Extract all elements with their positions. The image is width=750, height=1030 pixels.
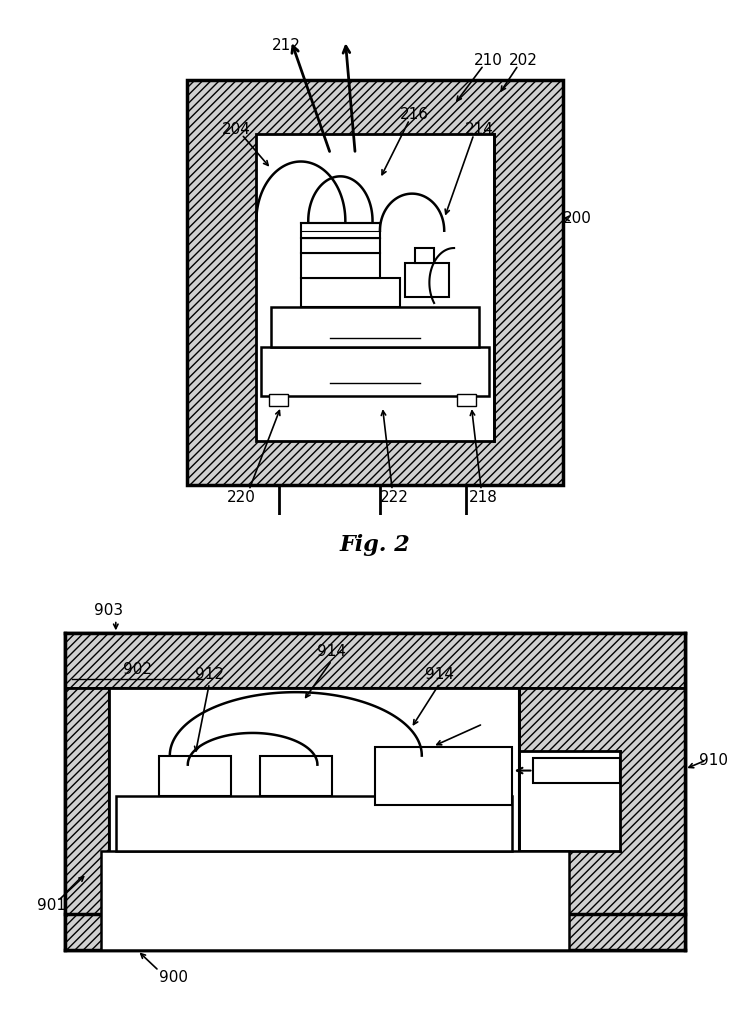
- Bar: [457, 393, 476, 406]
- Text: 204: 204: [222, 122, 251, 137]
- Text: 208: 208: [361, 365, 389, 379]
- Bar: [65, 633, 685, 951]
- Bar: [519, 751, 620, 851]
- Bar: [405, 263, 449, 298]
- Bar: [116, 796, 512, 851]
- Text: 218: 218: [470, 490, 498, 505]
- Bar: [188, 80, 562, 485]
- Text: 206: 206: [361, 319, 389, 335]
- Bar: [261, 347, 489, 397]
- Text: Fig. 2: Fig. 2: [340, 534, 410, 555]
- Text: 202: 202: [509, 53, 538, 68]
- Bar: [256, 134, 494, 441]
- Text: 914: 914: [425, 666, 454, 682]
- Bar: [272, 307, 478, 347]
- Bar: [533, 758, 620, 783]
- Bar: [375, 747, 512, 805]
- Text: 904: 904: [476, 708, 505, 722]
- Text: 214: 214: [464, 122, 494, 137]
- Bar: [519, 688, 685, 915]
- Text: 914: 914: [317, 644, 346, 659]
- Text: 900: 900: [159, 970, 188, 985]
- Bar: [65, 915, 685, 951]
- Bar: [301, 238, 380, 253]
- Text: 220: 220: [227, 490, 256, 505]
- Text: 910: 910: [699, 753, 728, 767]
- Text: 901: 901: [37, 898, 65, 913]
- Bar: [159, 756, 231, 796]
- Text: 212: 212: [272, 38, 301, 53]
- Text: 216: 216: [400, 107, 429, 122]
- Text: 903: 903: [94, 604, 123, 618]
- Bar: [109, 688, 519, 915]
- Bar: [301, 278, 400, 307]
- Bar: [301, 224, 380, 238]
- Bar: [415, 248, 434, 263]
- Bar: [268, 393, 289, 406]
- Text: 912: 912: [195, 666, 224, 682]
- Text: 902: 902: [123, 662, 152, 677]
- Text: 906: 906: [123, 717, 152, 731]
- Text: 210: 210: [474, 53, 503, 68]
- Bar: [101, 851, 569, 951]
- Text: 200: 200: [563, 211, 592, 226]
- Text: 908: 908: [123, 766, 152, 781]
- Bar: [301, 253, 380, 278]
- Bar: [109, 674, 562, 915]
- Bar: [260, 756, 332, 796]
- Bar: [65, 688, 109, 915]
- Bar: [65, 633, 685, 688]
- Text: 222: 222: [380, 490, 410, 505]
